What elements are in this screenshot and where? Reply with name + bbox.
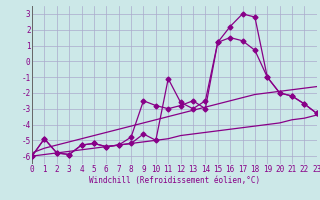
X-axis label: Windchill (Refroidissement éolien,°C): Windchill (Refroidissement éolien,°C) [89,176,260,185]
